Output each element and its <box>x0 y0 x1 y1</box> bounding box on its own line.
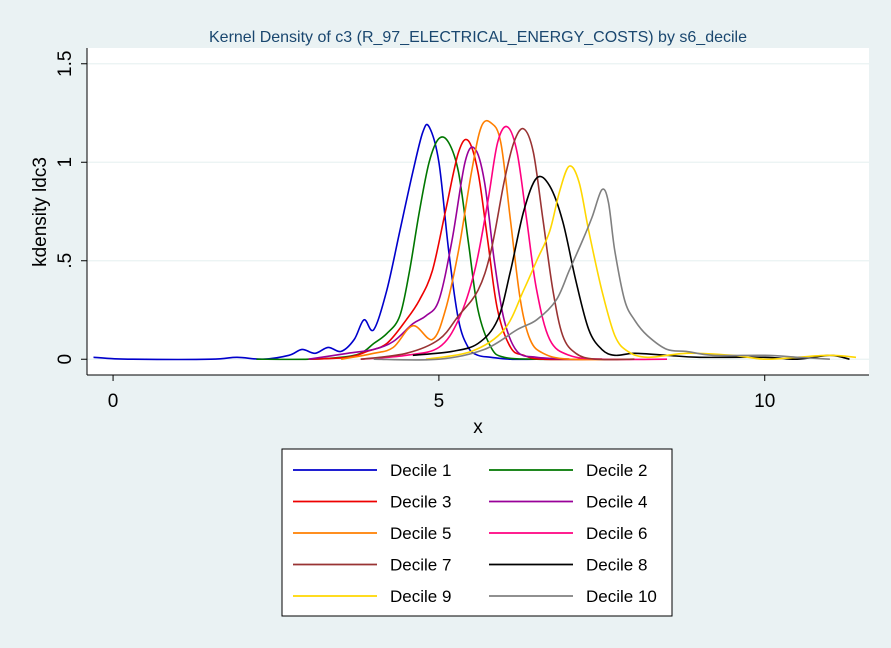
series-line-decile-6 <box>360 125 668 361</box>
legend-label-decile-9: Decile 9 <box>390 587 451 606</box>
x-tick-label-2: 10 <box>754 391 775 412</box>
series-lines <box>93 119 857 361</box>
x-tick-label-1: 5 <box>434 391 445 412</box>
y-tick-label-0: 0 <box>55 354 76 365</box>
legend-label-decile-8: Decile 8 <box>586 556 647 575</box>
legend-label-decile-5: Decile 5 <box>390 524 451 543</box>
series-line-decile-7 <box>360 127 635 361</box>
y-axis-ticks: 0 .5 1 1.5 <box>55 51 87 365</box>
series-line-decile-5 <box>340 119 635 361</box>
plot-area <box>87 48 869 375</box>
series-line-decile-1 <box>93 123 570 361</box>
series-line-decile-4 <box>308 146 570 360</box>
legend-label-decile-1: Decile 1 <box>390 461 451 480</box>
y-axis-title: kdensity ldc3 <box>30 157 51 267</box>
legend-label-decile-7: Decile 7 <box>390 556 451 575</box>
y-tick-label-1: .5 <box>55 253 76 269</box>
x-tick-label-0: 0 <box>108 391 119 412</box>
legend-label-decile-6: Decile 6 <box>586 524 647 543</box>
series-line-decile-10 <box>373 188 830 361</box>
x-axis-title: x <box>473 417 483 438</box>
series-line-decile-9 <box>425 165 857 361</box>
series-line-decile-8 <box>412 175 850 361</box>
legend-label-decile-3: Decile 3 <box>390 493 451 512</box>
x-axis-ticks: 0 5 10 <box>108 375 775 412</box>
legend-label-decile-10: Decile 10 <box>586 587 657 606</box>
y-tick-label-2: 1 <box>55 157 76 168</box>
chart-title: Kernel Density of c3 (R_97_ELECTRICAL_EN… <box>209 29 747 46</box>
legend: Decile 1 Decile 2 Decile 3 Decile 4 Decile 5… <box>281 448 673 617</box>
legend-label-decile-2: Decile 2 <box>586 461 647 480</box>
legend-entries: Decile 1 Decile 2 Decile 3 Decile 4 Decile 5… <box>293 461 657 606</box>
legend-label-decile-4: Decile 4 <box>586 493 647 512</box>
y-tick-label-3: 1.5 <box>55 51 76 77</box>
